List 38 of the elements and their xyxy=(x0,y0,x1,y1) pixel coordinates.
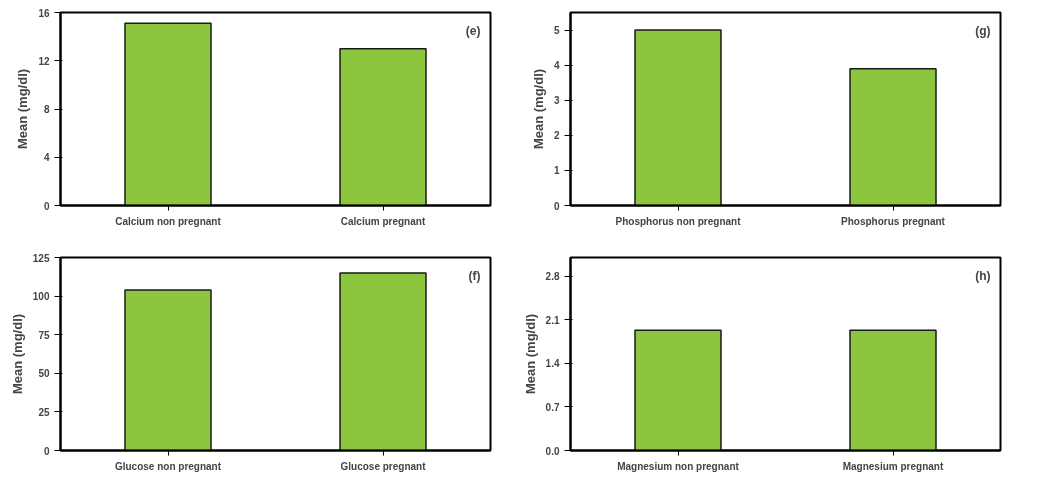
y-tick-label: 0.0 xyxy=(545,445,560,457)
x-tick-label: Glucose pregnant xyxy=(340,460,427,472)
annotation: (f) xyxy=(468,268,481,283)
y-axis-title: Mean (mg/dl) xyxy=(522,313,538,395)
y-tick-label: 0.7 xyxy=(545,401,560,413)
x-tick-label: Phosphorus pregnant xyxy=(841,215,946,227)
y-tick-label: 125 xyxy=(32,252,50,264)
y-tick-label: 1 xyxy=(553,165,560,177)
annotation: (g) xyxy=(975,23,991,38)
x-tick-label: Magnesium pregnant xyxy=(842,460,944,472)
y-tick-label: 16 xyxy=(38,7,50,19)
y-tick-label: 1.4 xyxy=(545,358,560,370)
y-tick-label: 50 xyxy=(38,368,50,380)
annotation: (h) xyxy=(975,268,991,283)
y-tick-label: 2.1 xyxy=(545,314,560,326)
x-tick-label: Calcium non pregnant xyxy=(115,215,222,227)
y-tick-label: 8 xyxy=(43,104,50,115)
y-tick-label: 25 xyxy=(38,406,50,418)
y-tick-label: 0 xyxy=(553,200,560,212)
y-tick-label: 0 xyxy=(43,445,50,457)
y-tick-label: 4 xyxy=(43,152,50,164)
y-tick-label: 12 xyxy=(38,55,50,67)
y-tick-label: 4 xyxy=(553,60,560,72)
y-axis-title: Mean (mg/dl) xyxy=(15,68,31,150)
y-tick-label: 2 xyxy=(553,130,560,142)
y-tick-label: 75 xyxy=(38,329,50,341)
y-tick-label: 2.8 xyxy=(545,271,560,283)
y-axis-title: Mean (mg/dl) xyxy=(9,313,25,395)
y-tick-label: 5 xyxy=(553,25,560,37)
y-axis-title: Mean (mg/dl) xyxy=(530,68,546,150)
y-tick-label: 0 xyxy=(43,200,50,212)
y-tick-label: 3 xyxy=(553,95,560,107)
annotation: (e) xyxy=(465,23,481,38)
x-tick-label: Glucose non pregnant xyxy=(114,460,222,472)
y-tick-label: 100 xyxy=(32,291,50,303)
x-tick-label: Calcium pregnant xyxy=(340,215,426,227)
x-tick-label: Magnesium non pregnant xyxy=(617,460,740,472)
x-tick-label: Phosphorus non pregnant xyxy=(615,215,742,227)
